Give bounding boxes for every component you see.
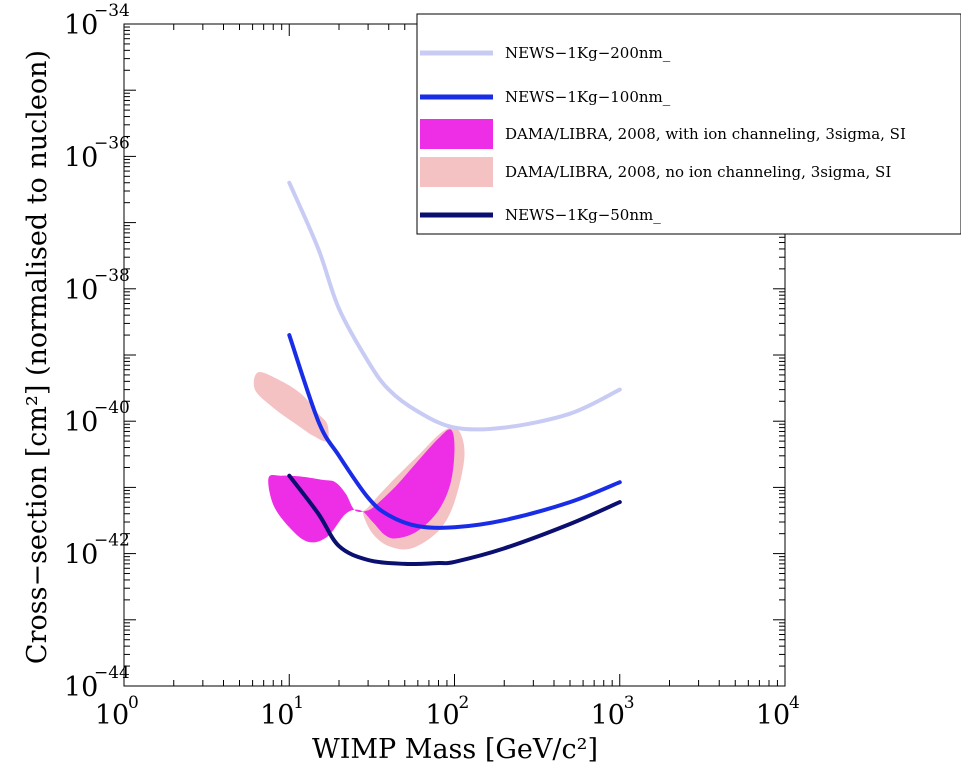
- legend-swatch: [420, 119, 493, 149]
- y-tick-label-exponent: −38: [94, 266, 130, 286]
- x-tick-label: 10: [260, 700, 294, 731]
- y-tick-label-exponent: −36: [94, 133, 130, 153]
- x-tick-label-exponent: 3: [624, 693, 635, 713]
- legend-label: DAMA/LIBRA, 2008, no ion channeling, 3si…: [505, 163, 891, 181]
- y-tick-label-exponent: −40: [94, 398, 130, 418]
- region-dama-libra-2008-with-ion-channeling-3sigma-si: [268, 429, 455, 543]
- legend-swatch: [420, 157, 493, 187]
- x-tick-label-exponent: 2: [459, 693, 470, 713]
- series-news-1kg-100nm: [287, 333, 622, 530]
- legend-label: NEWS−1Kg−50nm_: [505, 206, 661, 224]
- y-axis-label: Cross−section [cm²] (normalised to nucle…: [22, 50, 53, 664]
- x-tick-label: 10: [95, 700, 129, 731]
- legend-label: NEWS−1Kg−100nm_: [505, 88, 671, 106]
- tick-labels: 100 101 102 103 10410−4410−4210−4010−3810−36…: [64, 1, 800, 731]
- y-tick-label-exponent: −44: [94, 663, 130, 683]
- y-tick-label-exponent: −42: [94, 531, 130, 551]
- x-tick-label: 10: [756, 700, 790, 731]
- y-tick-label: 10: [64, 672, 98, 703]
- series-news-1kg-50nm: [287, 473, 622, 567]
- data-lines: [287, 180, 622, 567]
- x-axis-label: WIMP Mass [GeV/c²]: [312, 734, 598, 765]
- x-tick-label: 10: [425, 700, 459, 731]
- x-tick-label-exponent: 1: [293, 693, 304, 713]
- region-dama-libra-2008-no-ion-channeling-3sigma-si: [253, 372, 329, 442]
- y-tick-label: 10: [64, 407, 98, 438]
- legend-box: [416, 13, 961, 235]
- y-tick-label: 10: [64, 10, 98, 41]
- legend-label: NEWS−1Kg−200nm_: [505, 44, 671, 62]
- x-tick-label: 10: [591, 700, 625, 731]
- y-tick-label: 10: [64, 540, 98, 571]
- legend: NEWS−1Kg−200nm_ NEWS−1Kg−100nm_ DAMA/LIBRA…: [416, 13, 961, 235]
- y-tick-label: 10: [64, 275, 98, 306]
- legend-label: DAMA/LIBRA, 2008, with ion channeling, 3…: [505, 125, 906, 143]
- x-tick-label-exponent: 4: [789, 693, 800, 713]
- y-tick-label: 10: [64, 142, 98, 173]
- y-tick-label-exponent: −34: [94, 1, 130, 21]
- series-news-1kg-200nm: [287, 180, 622, 432]
- x-tick-label-exponent: 0: [128, 693, 139, 713]
- data-regions: [253, 372, 465, 550]
